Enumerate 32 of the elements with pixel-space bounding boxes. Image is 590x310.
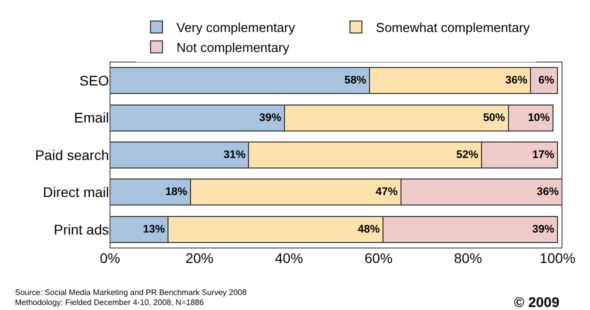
x-tick-label: 0% — [100, 250, 120, 266]
text: Methodology: Fielded December 4-10, 2008, N=1886 — [15, 298, 204, 307]
legend-label: Not complementary — [176, 40, 290, 55]
data-label: 17% — [532, 149, 555, 161]
x-tick-label: 100% — [540, 250, 576, 266]
legend-label: Very complementary — [176, 20, 296, 36]
legend-label: Somewhat complementary — [376, 20, 530, 36]
data-label: 58% — [344, 74, 367, 87]
y-tick-label: Paid search — [35, 146, 109, 163]
data-label: 48% — [358, 223, 380, 236]
data-label: 47% — [376, 186, 398, 198]
text: © 2009 — [514, 294, 560, 310]
x-tick-label: 20% — [185, 250, 214, 266]
data-label: 39% — [532, 223, 555, 236]
data-label: 10% — [528, 112, 550, 124]
x-tick-label: 60% — [364, 250, 393, 266]
data-label: 36% — [536, 186, 559, 198]
data-label: 52% — [456, 149, 478, 161]
y-tick-label: Email — [74, 110, 109, 126]
data-label: 13% — [142, 223, 166, 236]
y-tick-label: Print ads — [54, 221, 109, 238]
data-label: 50% — [483, 112, 506, 124]
data-label: 39% — [259, 112, 282, 124]
data-label: 6% — [538, 74, 555, 87]
y-tick-label: SEO — [79, 72, 110, 88]
x-tick-label: 80% — [454, 250, 482, 266]
data-label: 31% — [223, 149, 246, 161]
source-note: Source: Social Media Marketing and PR Benchmark Survey 2008 — [15, 288, 248, 297]
data-label: 18% — [165, 186, 188, 198]
y-tick-label: Direct mail — [42, 184, 109, 200]
data-label: 36% — [505, 74, 528, 87]
x-tick-label: 40% — [274, 250, 304, 266]
